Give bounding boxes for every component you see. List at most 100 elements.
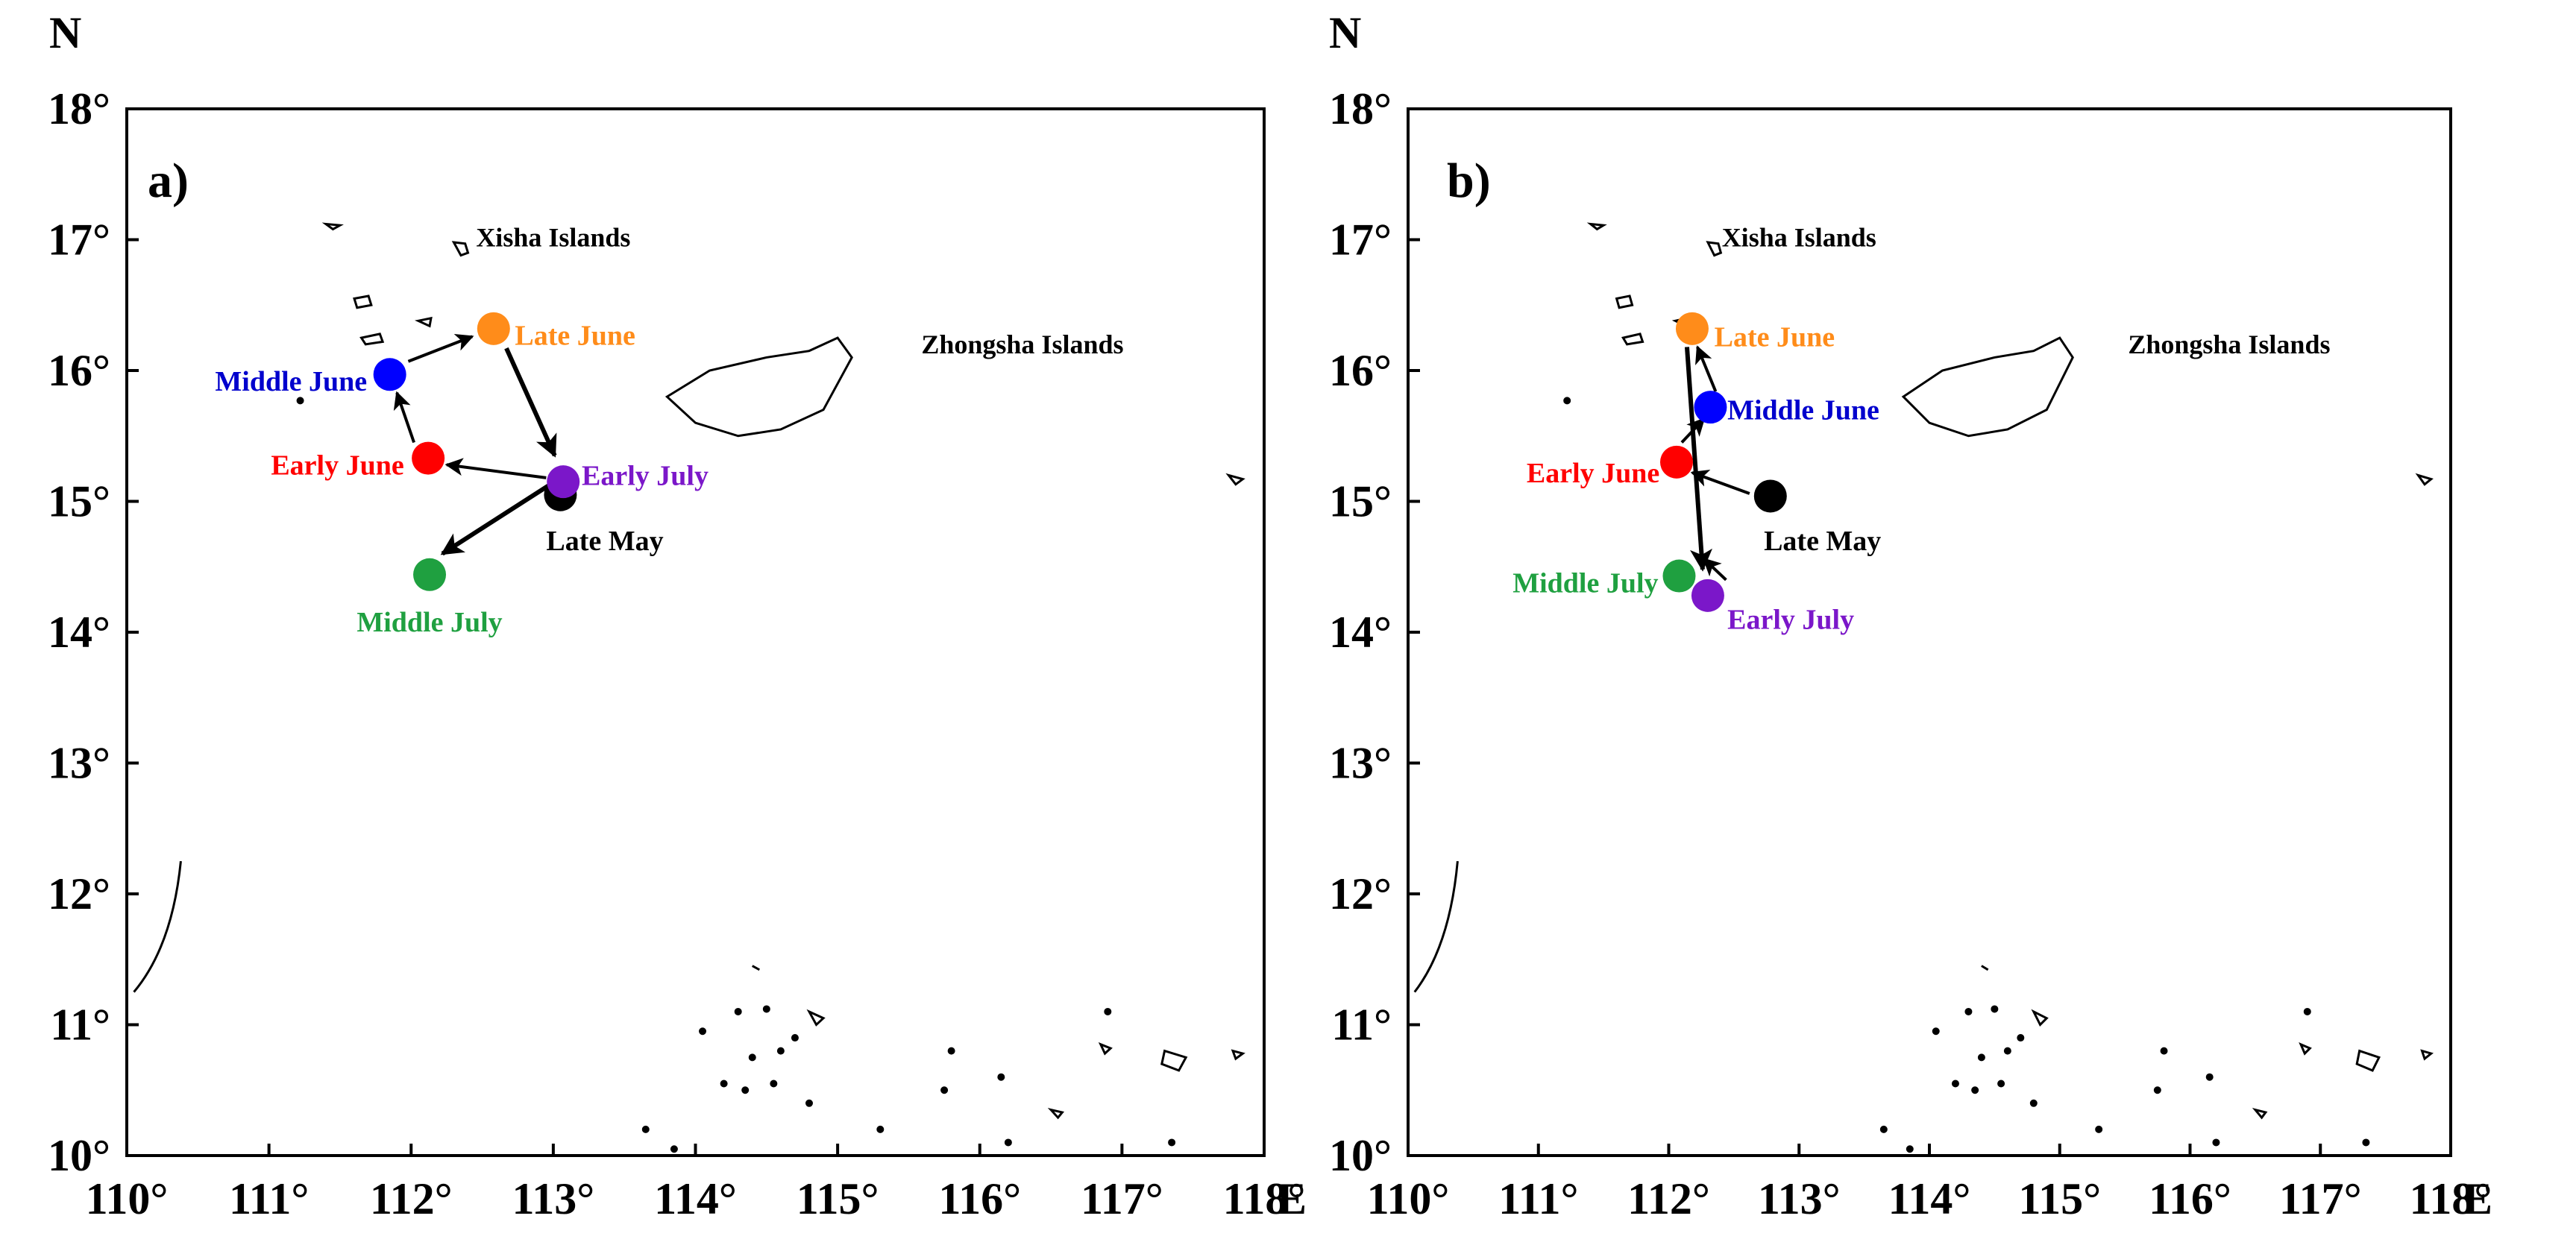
reef-dot [1977,1053,1985,1062]
reef-dot [2095,1125,2103,1133]
island-outline [1901,336,2074,438]
middle-july-point [413,558,447,591]
island-outline [752,965,761,971]
region-labels: Xisha Islands Zhongsha Islands [1722,222,2331,359]
x-tick-label: 113° [512,1174,595,1223]
island-outline [1047,1108,1064,1120]
migration-arrows [393,334,557,556]
early-june-label: Early June [1527,458,1659,489]
reef-dot [641,1125,650,1133]
x-tick-label: 116° [938,1174,1021,1223]
migration-arrow [1695,345,1718,392]
middle-july-label: Middle July [1512,567,1658,599]
island-outline [321,222,344,231]
reef-dot [1004,1138,1012,1147]
x-tick-label: 114° [654,1174,737,1223]
x-tick-label: 110° [1367,1174,1450,1223]
x-axis: 110° 111° 112° 113° 114° 115° 116° 117° 118°E [1367,1144,2492,1223]
early-july-point [1691,579,1724,612]
y-tick-label: 13° [48,739,110,788]
reef-dot [2205,1073,2214,1081]
late-may-label: Late May [546,526,663,557]
reef-dot [1168,1138,1176,1147]
x-tick-label: 118° [1223,1174,1306,1223]
middle-july-label: Middle July [356,607,502,638]
x-tick-label: 118° [2410,1174,2492,1223]
migration-arrow [407,334,474,363]
east-label: E [1277,1174,1307,1223]
y-tick-label: 16° [48,346,110,395]
x-tick-label: 113° [1758,1174,1841,1223]
migration-arrow [1690,470,1750,495]
late-june-label: Late June [1715,321,1835,353]
early-july-point [547,465,580,499]
y-tick-label: 12° [1329,869,1392,918]
x-tick-label: 117° [1081,1174,1163,1223]
x-tick-label: 114° [1888,1174,1971,1223]
reef-dot [1971,1086,1979,1094]
island-outline [1621,333,1644,346]
island-outline [1981,965,1989,971]
xisha-label: Xisha Islands [1722,222,1876,252]
reef-dot [762,1005,770,1013]
y-tick-label: 13° [1329,739,1392,788]
region-labels: Xisha Islands Zhongsha Islands [476,222,1123,359]
x-axis: 110° 111° 112° 113° 114° 115° 116° 117° 118°E [86,1144,1307,1223]
y-tick-label: 11° [1331,1000,1392,1050]
map-panel-b: N b) 10° 11° 12° 13° 14° 15° 16° 17° 18° 110° 111… [1329,8,2492,1223]
zhongsha-label: Zhongsha Islands [921,330,1123,359]
late-june-label: Late June [515,321,635,352]
early-june-label: Early June [271,450,403,481]
island-outline [2415,473,2434,486]
migration-arrow [444,458,547,479]
island-outline [414,316,433,328]
y-tick-label: 10° [48,1131,110,1180]
island-outline [1231,1049,1245,1061]
early-june-point [412,441,445,475]
migration-arrow [504,347,557,458]
map-frame [125,107,1266,1157]
reef-dot [940,1086,949,1094]
early-june-point [1659,445,1693,479]
x-tick-label: 116° [2149,1174,2231,1223]
panel-label: a) [148,154,189,208]
y-axis: 10° 11° 12° 13° 14° 15° 16° 17° 18° [1329,84,1420,1180]
north-label: N [49,8,81,57]
panel-label: b) [1447,154,1491,208]
zhongsha-label: Zhongsha Islands [2128,330,2330,359]
island-outline [2031,1009,2049,1027]
reef-dot [791,1034,799,1042]
island-outline [2299,1041,2312,1056]
migration-arrows [1680,345,1750,582]
island-outline [665,336,853,438]
late-may-point [1753,479,1787,513]
reef-dot [1563,397,1571,405]
reef-dot [2362,1138,2370,1147]
late-may-label: Late May [1764,526,1881,557]
island-outline [2420,1049,2434,1061]
reef-dot [670,1145,678,1153]
island-outline [1098,1042,1113,1056]
map-panel-a: N a) 10° 11° 12° 13° 14° 15° 16° 17° 18° 110° 111… [48,8,1307,1223]
late-june-point [477,312,510,345]
y-tick-label: 18° [48,84,110,133]
x-tick-label: 115° [2018,1174,2101,1223]
x-tick-label: 112° [1627,1174,1710,1223]
reef-dot [1879,1125,1888,1133]
x-tick-label: 115° [797,1174,879,1223]
reef-dot [748,1053,756,1062]
reef-dot [1906,1145,1914,1153]
early-july-label: Early July [582,460,709,491]
island-outline [359,333,385,346]
middle-july-point [1662,559,1696,593]
reef-dot [997,1073,1005,1081]
late-june-point [1675,312,1709,345]
y-tick-label: 15° [1329,477,1392,526]
y-tick-label: 15° [48,477,110,526]
island-outline [1615,294,1634,309]
island-outline [2355,1049,2381,1072]
y-tick-label: 14° [1329,608,1392,657]
reef-dot [2303,1007,2311,1015]
migration-arrow [440,482,552,556]
